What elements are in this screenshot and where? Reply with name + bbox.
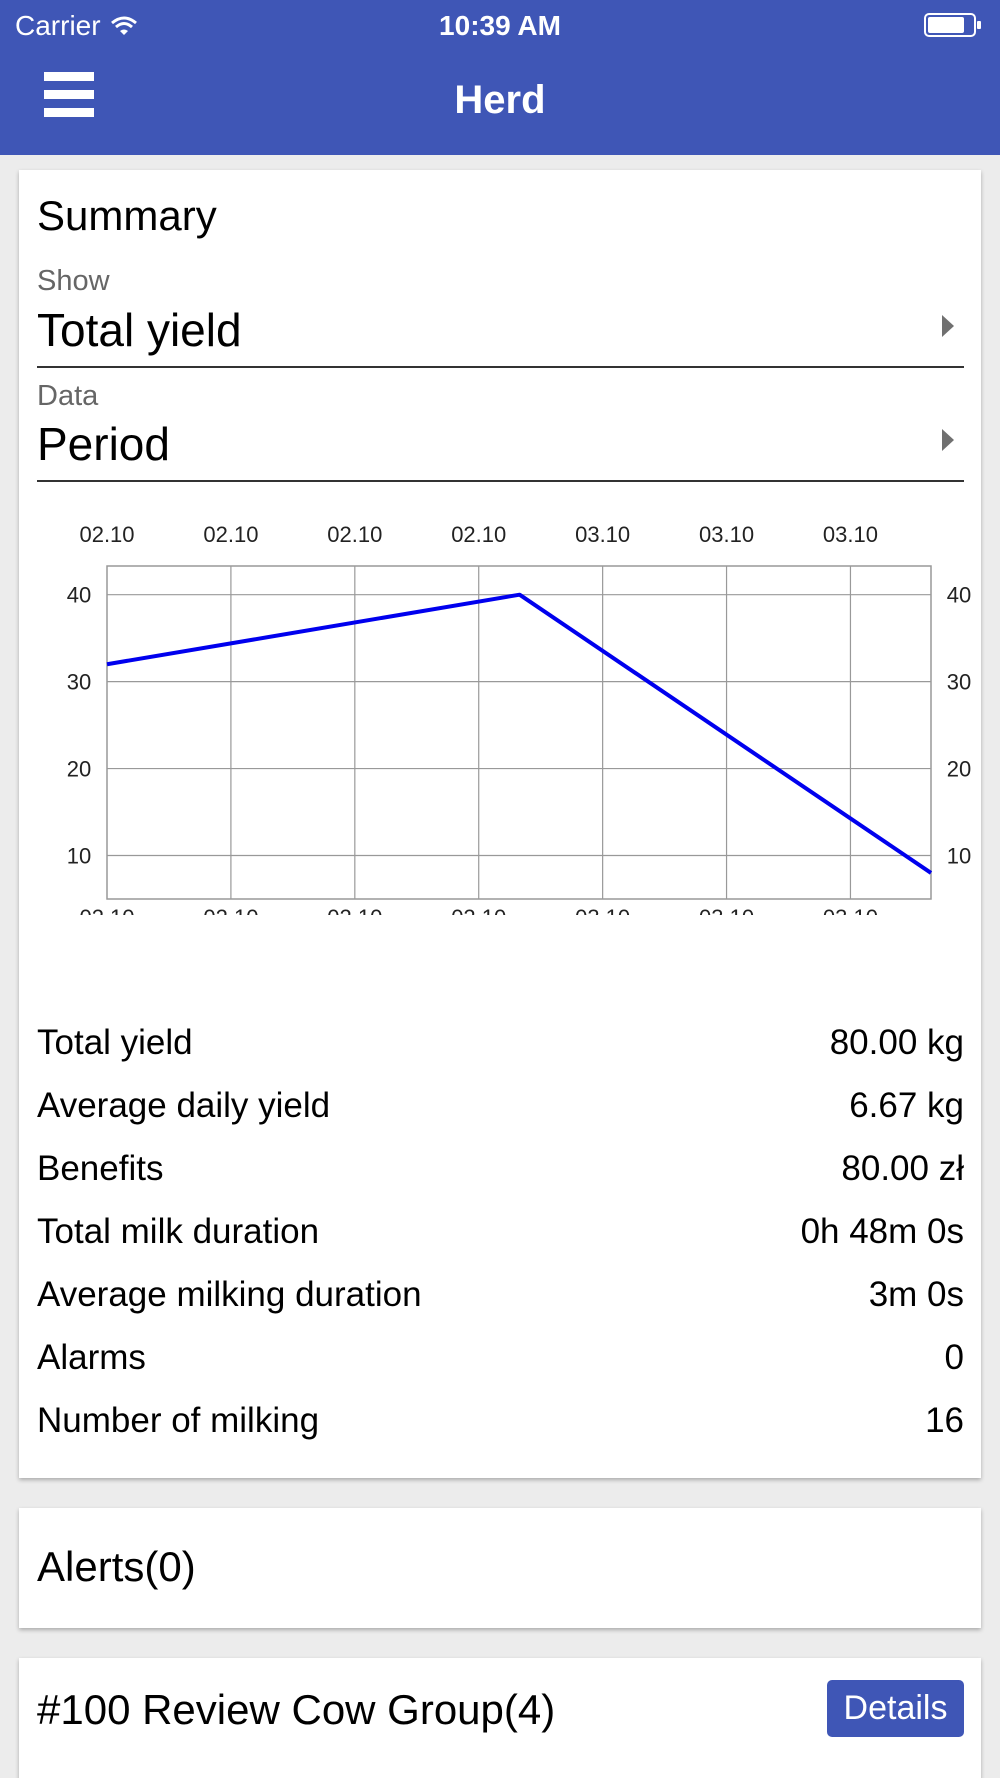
y-tick-label-left: 40: [67, 583, 91, 608]
x-tick-label-bottom: 02.10: [327, 905, 382, 915]
hamburger-menu-icon[interactable]: [44, 72, 102, 126]
x-tick-label-top: 02.10: [203, 522, 258, 547]
stat-value: 16: [925, 1401, 964, 1440]
y-tick-label-right: 30: [947, 670, 971, 695]
stat-row: Benefits 80.00 zł: [37, 1149, 964, 1212]
y-tick-label-right: 20: [947, 757, 971, 782]
plot-frame: [106, 565, 932, 900]
x-tick-label-top: 02.10: [79, 522, 134, 547]
cow-group-card: #100 Review Cow Group(4) Details: [19, 1658, 981, 1778]
data-label: Data: [37, 380, 99, 412]
stat-value: 80.00 kg: [829, 1023, 964, 1062]
wifi-icon: [110, 16, 137, 35]
stat-label: Benefits: [37, 1149, 164, 1188]
series-line-herd: [106, 592, 933, 875]
x-tick-label-top: 03.10: [823, 522, 878, 547]
alerts-title: Alerts(0): [37, 1543, 196, 1590]
status-bar: Carrier 10:39 AM: [0, 0, 1000, 50]
stat-row: Average daily yield 6.67 kg: [37, 1086, 964, 1149]
details-button[interactable]: Details: [827, 1680, 964, 1737]
show-value: Total yield: [37, 304, 242, 356]
stat-label: Total yield: [37, 1023, 193, 1062]
stat-value: 3m 0s: [868, 1275, 964, 1314]
x-tick-label-top: 02.10: [451, 522, 506, 547]
stat-label: Average daily yield: [37, 1086, 331, 1125]
data-selector[interactable]: Data Period: [37, 380, 964, 482]
x-tick-label-bottom: 03.10: [575, 905, 630, 915]
page-title: Herd: [454, 78, 546, 122]
y-tick-label-left: 20: [67, 757, 91, 782]
battery-icon: [924, 13, 981, 37]
x-tick-label-top: 03.10: [575, 522, 630, 547]
chevron-right-icon: [942, 429, 954, 451]
cow-group-title: #100 Review Cow Group(4): [37, 1686, 556, 1733]
summary-card: Summary Show Total yield Data Period 02.…: [19, 170, 981, 1478]
carrier-indicator: Carrier: [15, 10, 137, 42]
carrier-label: Carrier: [15, 10, 101, 41]
x-tick-label-bottom: 02.10: [203, 905, 258, 915]
summary-stats: Total yield 80.00 kg Average daily yield 6.…: [37, 1023, 964, 1464]
alerts-card[interactable]: Alerts(0): [19, 1508, 981, 1628]
stat-row: Number of milking 16: [37, 1401, 964, 1464]
stat-value: 0: [944, 1338, 964, 1377]
stat-row: Average milking duration 3m 0s: [37, 1275, 964, 1338]
show-selector[interactable]: Show Total yield: [37, 265, 964, 368]
chevron-right-icon: [942, 315, 954, 337]
x-tick-label-bottom: 03.10: [699, 905, 754, 915]
stat-label: Alarms: [37, 1338, 146, 1377]
top-bar: Carrier 10:39 AM Herd: [0, 0, 1000, 155]
summary-title: Summary: [37, 192, 217, 239]
data-value: Period: [37, 418, 170, 470]
y-tick-label-left: 30: [67, 670, 91, 695]
stat-row: Total milk duration 0h 48m 0s: [37, 1212, 964, 1275]
x-tick-label-top: 02.10: [327, 522, 382, 547]
x-tick-label-bottom: 03.10: [823, 905, 878, 915]
stat-value: 0h 48m 0s: [800, 1212, 964, 1251]
stat-label: Number of milking: [37, 1401, 320, 1440]
x-tick-label-top: 03.10: [699, 522, 754, 547]
show-label: Show: [37, 265, 110, 297]
x-tick-label-bottom: 02.10: [451, 905, 506, 915]
stat-row: Alarms 0: [37, 1338, 964, 1401]
y-tick-label-right: 40: [947, 583, 971, 608]
yield-chart: 02.10 02.10 02.10 02.10 02.10 02.10 02.10 02.10…: [67, 522, 971, 915]
x-tick-label-bottom: 02.10: [79, 905, 134, 915]
stat-row: Total yield 80.00 kg: [37, 1023, 964, 1086]
stat-value: 6.67 kg: [849, 1086, 964, 1125]
status-time: 10:39 AM: [439, 10, 561, 41]
y-tick-label-right: 10: [947, 844, 971, 869]
stat-label: Average milking duration: [37, 1275, 422, 1314]
y-tick-label-left: 10: [67, 844, 91, 869]
stat-value: 80.00 zł: [841, 1149, 964, 1188]
stat-label: Total milk duration: [37, 1212, 320, 1251]
